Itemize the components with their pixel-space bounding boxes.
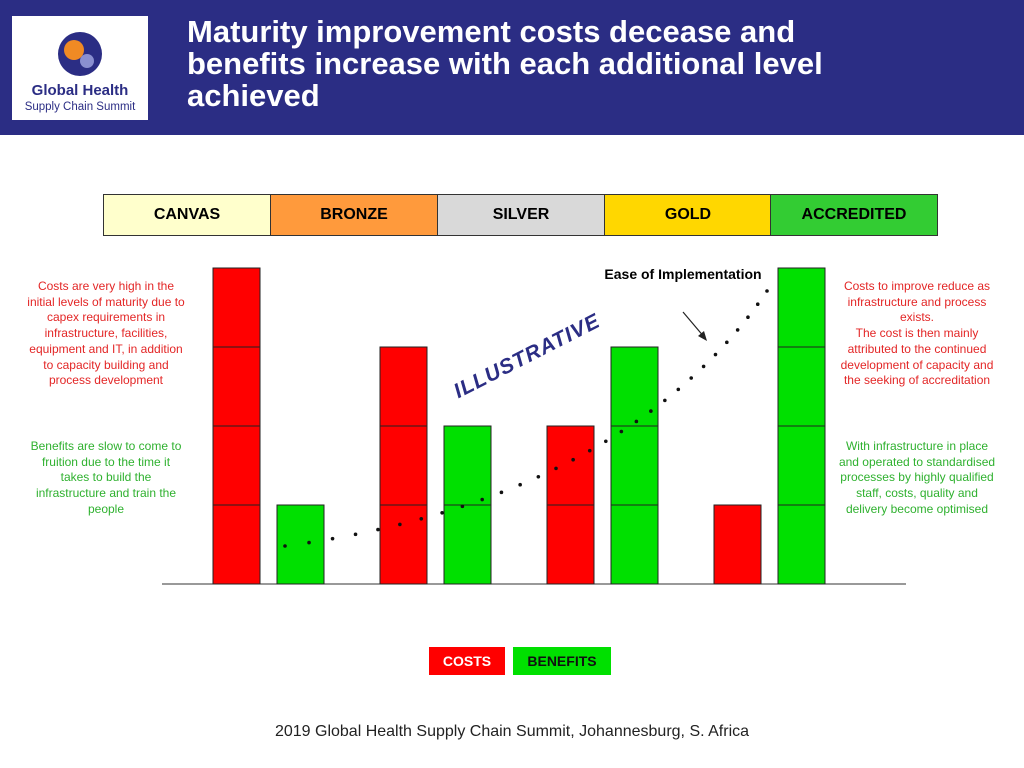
curve-dot bbox=[307, 540, 311, 545]
header bbox=[0, 0, 1024, 135]
level: ACCREDITED bbox=[770, 194, 938, 236]
curve-dot bbox=[571, 457, 575, 462]
logo-text: Global Health bbox=[32, 82, 129, 99]
curve-dot bbox=[649, 409, 653, 413]
annotation: ILLUSTRATIVE bbox=[450, 309, 604, 403]
note: With infrastructure in place and operate… bbox=[838, 439, 996, 516]
curve-dot bbox=[701, 364, 706, 369]
curve-dot bbox=[330, 536, 335, 541]
curve-dot bbox=[376, 527, 380, 532]
curve-dot bbox=[480, 497, 484, 502]
curve-dot bbox=[283, 544, 287, 548]
title: Maturity improvement costs decease and b… bbox=[187, 14, 823, 113]
level: CANVAS bbox=[103, 194, 271, 236]
logo-icon: Global Health Supply Chain Summit bbox=[25, 32, 136, 113]
note-line: The cost is then mainly attributed to th… bbox=[840, 326, 994, 388]
logo: Global Health Supply Chain Summit bbox=[12, 16, 148, 120]
legend-entry: COSTS bbox=[429, 647, 505, 675]
note: Benefits are slow to come to fruition du… bbox=[30, 439, 182, 516]
curve-dot bbox=[419, 517, 424, 521]
curve-dot bbox=[713, 352, 718, 357]
legend-entry: BENEFITS bbox=[513, 647, 611, 675]
curve-dot bbox=[499, 490, 504, 495]
curve-dot bbox=[460, 504, 465, 509]
footer: 2019 Global Health Supply Chain Summit, … bbox=[274, 723, 750, 740]
annotation: Ease of Implementation bbox=[604, 266, 761, 282]
curve-dot bbox=[440, 510, 444, 515]
note: Costs to improve reduce as infrastructur… bbox=[837, 279, 997, 389]
curve-dot bbox=[536, 474, 541, 479]
curve-dot bbox=[353, 532, 358, 537]
logo-figure bbox=[80, 54, 94, 68]
curve-dot bbox=[634, 419, 639, 424]
arrow-head bbox=[698, 331, 707, 341]
curve-dot bbox=[604, 439, 608, 444]
bar bbox=[610, 346, 659, 585]
level: BRONZE bbox=[270, 194, 438, 236]
curve-dot bbox=[554, 466, 558, 471]
curve-dot bbox=[676, 387, 681, 392]
note-line: Costs to improve reduce as infrastructur… bbox=[843, 279, 991, 325]
curve-dot bbox=[518, 482, 522, 487]
note: Costs are very high in the initial level… bbox=[27, 279, 185, 388]
logo-figure bbox=[64, 40, 84, 60]
curve-dot bbox=[725, 340, 729, 345]
logo-text: Supply Chain Summit bbox=[25, 101, 136, 113]
curve-dot bbox=[765, 289, 769, 293]
curve-dot bbox=[689, 376, 694, 380]
curve-dot bbox=[398, 522, 402, 527]
curve-dot bbox=[735, 328, 740, 332]
curve-dot bbox=[587, 448, 592, 453]
bar bbox=[379, 346, 428, 585]
bar bbox=[713, 504, 762, 585]
curve-dot bbox=[755, 302, 760, 307]
curve-dot bbox=[619, 429, 624, 434]
curve-dot bbox=[746, 315, 750, 319]
curve-dot bbox=[663, 398, 667, 403]
